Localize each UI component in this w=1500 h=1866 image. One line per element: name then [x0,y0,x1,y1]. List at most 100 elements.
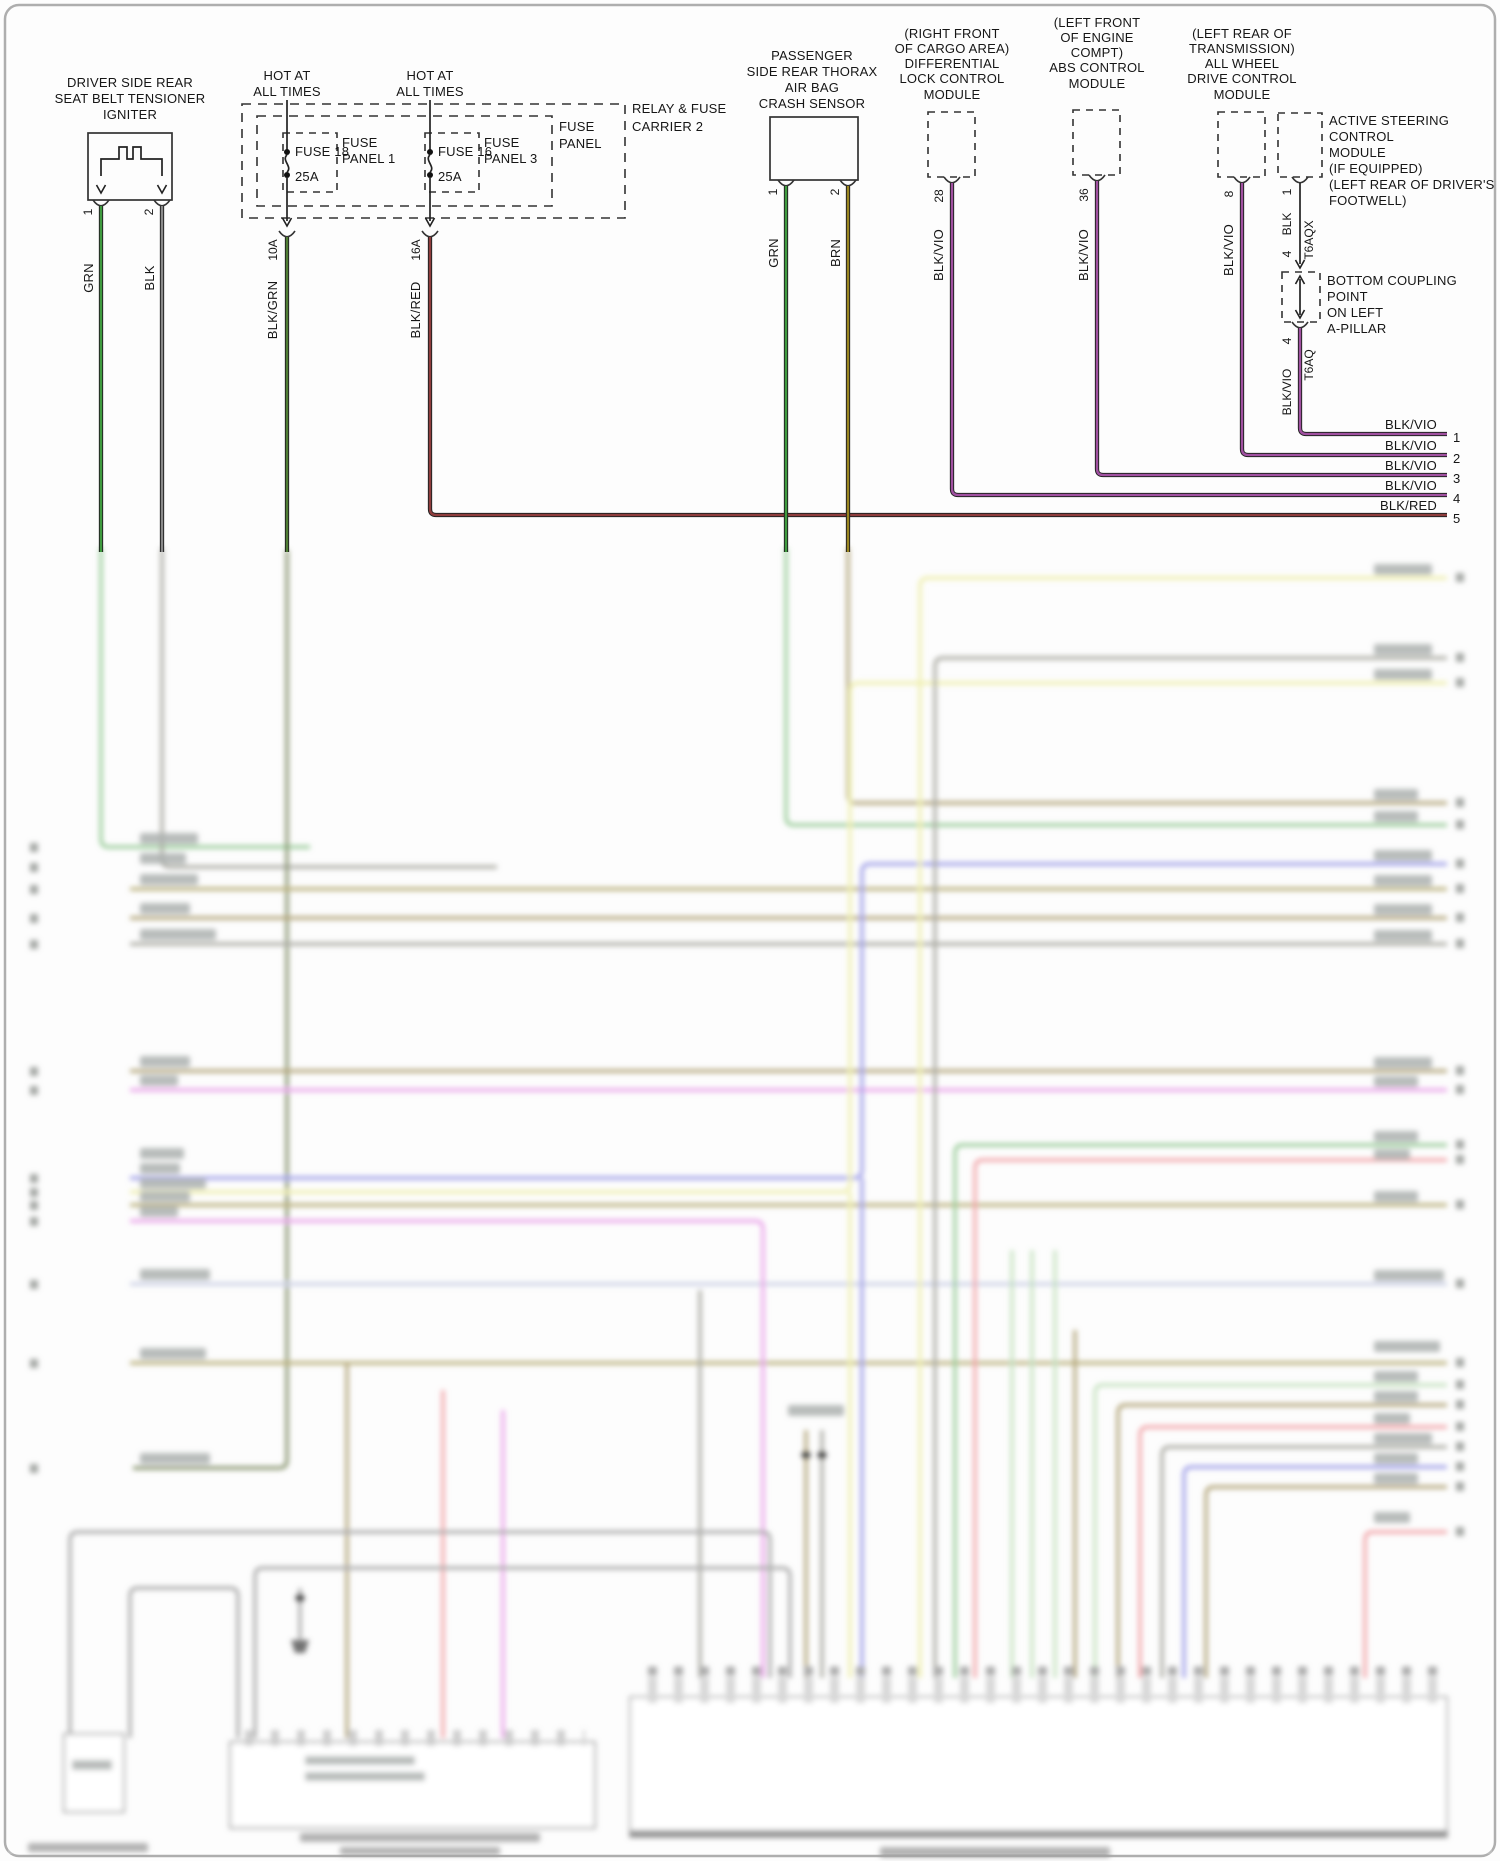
pin-number: 36 [1077,188,1091,202]
wire-grn-igniter-blur [99,548,310,849]
pin-number: 28 [932,189,946,203]
bus-wire-label: BLK/VIO [1385,438,1437,453]
crash-sensor-component: PASSENGER SIDE REAR THORAX AIR BAG CRASH… [747,48,878,552]
splice-dot [817,1450,827,1460]
fuse-panel-1-label: FUSE [342,135,378,150]
pin-number: 1 [766,188,780,195]
pin-number: 1 [81,208,95,215]
blurred-label [305,1756,415,1765]
wire-magenta-drop [130,1219,765,1678]
sensor-title: SIDE REAR THORAX [747,64,878,79]
wire-red-hook [1363,1530,1447,1678]
fuse-panel-3-label: FUSE [484,135,520,150]
blurred-label [788,1405,844,1416]
wire-label: GRN [81,263,96,293]
bus-pin-number: 3 [1453,471,1460,486]
wire-yellow-right [918,576,1447,1678]
wire-blkvio [1095,181,1447,477]
bus-wire-label: BLK/RED [1380,498,1437,513]
wire-gauge: 16A [409,239,423,260]
wire-blkred [428,237,1447,517]
bus-wire-label: BLK/VIO [1385,458,1437,473]
pin-number: 4 [1280,250,1294,257]
module-title: ABS CONTROL [1049,60,1144,75]
wire-blkvio [1240,183,1447,457]
coupling-title: POINT [1327,289,1368,304]
module-title: (IF EQUIPPED) [1329,161,1423,176]
wire-green-right [953,1143,1447,1678]
module-title: MODULE [924,87,981,102]
ground-dot [295,1593,305,1603]
module-title: (LEFT REAR OF DRIVER'S [1329,177,1495,192]
steering-module: ACTIVE STEERING CONTROL MODULE (IF EQUIP… [1277,112,1495,437]
wire-gauge: 10A [266,239,280,260]
blurred-caption [340,1847,500,1855]
bottom-right-module [629,1696,1448,1838]
module-title: OF ENGINE [1060,30,1133,45]
coupling-title: BOTTOM COUPLING [1327,273,1457,288]
circuit-id: T6AQ [1302,349,1316,380]
connector-box [63,1733,125,1813]
bus-pin-number: 4 [1453,491,1460,506]
wire-grn-sensor-blur [784,548,1447,827]
bus-pin-number: 2 [1453,451,1460,466]
blurred-label [305,1772,425,1781]
igniter-box [87,132,173,201]
blur-haze [8,548,1492,1854]
harness-loop [128,1586,240,1738]
module-title: (LEFT FRONT [1054,15,1140,30]
module-title: MODULE [1069,76,1126,91]
pin-number: 1 [1280,188,1294,195]
wire-fan [1138,1425,1447,1678]
module-title: DRIVE CONTROL [1187,71,1297,86]
fuse-carrier-component: HOT AT ALL TIMES HOT AT ALL TIMES FUSE 1… [241,68,1447,552]
fuse-terminal [427,172,433,178]
fuse-panel-label: PANEL [559,136,602,151]
sensor-box [769,116,859,181]
module-box [1217,111,1266,178]
sensor-title: AIR BAG [785,80,839,95]
coupling-title: A-PILLAR [1327,321,1386,336]
wire-label: BRN [828,239,843,267]
wire-label: BLK/RED [408,281,423,338]
fuse-name: FUSE 16 [438,144,492,159]
hot-label: ALL TIMES [253,84,321,99]
fuse-panel-1-box [282,132,338,193]
hot-label: ALL TIMES [396,84,464,99]
module-title: DIFFERENTIAL [905,56,1000,71]
wire-label: BLK/VIO [1221,224,1236,276]
carrier-label: RELAY & FUSE [632,101,727,116]
carrier-label: CARRIER 2 [632,119,703,134]
harness-loop [68,1530,772,1738]
fuse-panel-box [256,115,553,207]
wire-label: GRN [766,238,781,268]
wire-fan [1093,1383,1447,1678]
circuit-id: T6AQX [1302,220,1316,259]
module-title: TRANSMISSION) [1189,41,1295,56]
fuse-panel-1-label: PANEL 1 [342,151,395,166]
wire-label: BLK/VIO [931,229,946,281]
fuse-amps: 25A [295,169,319,184]
abs-module: (LEFT FRONT OF ENGINE COMPT) ABS CONTROL… [1049,15,1447,478]
hot-label: HOT AT [407,68,454,83]
relay-fuse-carrier-box [241,103,626,219]
wire-fan [1182,1465,1447,1678]
module-title: ALL WHEEL [1205,56,1279,71]
module-box [1072,109,1121,176]
module-title: ACTIVE STEERING [1329,113,1449,128]
wire-blue-crossover [130,862,1447,1180]
blurred-diagram-region [28,548,1464,1857]
page-frame [3,3,1497,1858]
ground-icon [291,1640,309,1653]
fuse-panel-label: FUSE [559,119,595,134]
module-title: CONTROL [1329,129,1394,144]
module-title: FOOTWELL) [1329,193,1407,208]
diff-lock-module: (RIGHT FRONT OF CARGO AREA) DIFFERENTIAL… [895,26,1447,498]
splice-dot [801,1450,811,1460]
hot-label: HOT AT [264,68,311,83]
module-title: LOCK CONTROL [900,71,1005,86]
module-title: (LEFT REAR OF [1192,26,1292,41]
module-title: MODULE [1214,87,1271,102]
